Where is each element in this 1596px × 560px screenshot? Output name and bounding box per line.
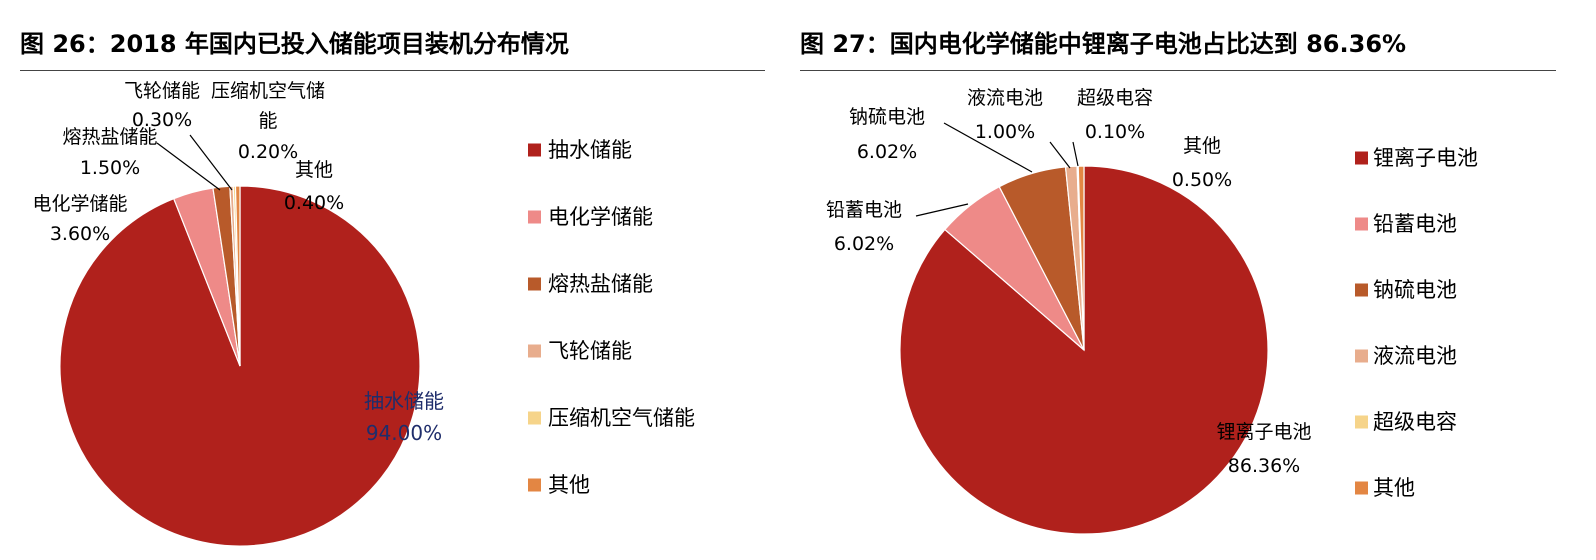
leader-line	[1072, 141, 1079, 167]
pie-label-category: 钠硫电池	[849, 106, 925, 128]
legend-item: 熔热盐储能	[528, 272, 653, 296]
figure-27-panel: 图 27：国内电化学储能中锂离子电池占比达到 86.36% 锂离子电池 86.36…	[800, 0, 1596, 560]
leader-line	[189, 134, 233, 191]
pie-label-3: 熔热盐储能 1.50%	[62, 126, 221, 191]
legend-swatch	[1355, 151, 1368, 165]
pie-slice-6	[1077, 165, 1085, 351]
pie-slices	[59, 185, 421, 547]
pie-label-2: 铅蓄电池 6.02%	[826, 199, 969, 255]
pie-label-category: 压缩机空气储	[211, 80, 325, 102]
legend-label: 铅蓄电池	[1373, 212, 1457, 236]
pie-label-4: 飞轮储能 0.30%	[124, 80, 233, 191]
pie-label-value: 0.50%	[1172, 169, 1232, 191]
legend-label: 超级电容	[1373, 410, 1457, 434]
pie-label-1: 锂离子电池 86.36%	[1216, 421, 1311, 477]
leader-line	[156, 142, 221, 191]
figure-27-title-rule	[800, 70, 1556, 71]
legend-swatch	[528, 478, 541, 492]
legend-swatch	[1355, 217, 1368, 231]
legend-swatch	[1355, 415, 1368, 429]
pie-label-category: 飞轮储能	[124, 80, 200, 102]
leader-line	[943, 122, 1033, 173]
legend-item: 锂离子电池	[1355, 146, 1478, 170]
pie-label-category: 锂离子电池	[1216, 421, 1311, 443]
legend-swatch	[528, 277, 541, 291]
pie-label-value: 3.60%	[50, 223, 110, 245]
pie-label-3: 钠硫电池 6.02%	[849, 106, 1033, 173]
legend-item: 钠硫电池	[1355, 278, 1457, 302]
pie-label-category: 熔热盐储能	[62, 126, 157, 148]
figure-26-title: 图 26：2018 年国内已投入储能项目装机分布情况	[20, 30, 569, 58]
legend-item: 铅蓄电池	[1355, 212, 1457, 236]
pie-label-category: 铅蓄电池	[826, 199, 902, 221]
legend-label: 熔热盐储能	[548, 272, 653, 296]
leader-line	[915, 203, 969, 217]
legend-label: 抽水储能	[548, 138, 632, 162]
legend-swatch	[1355, 349, 1368, 363]
legend-item: 抽水储能	[528, 138, 632, 162]
pie-label-6: 其他 0.50%	[1172, 135, 1232, 191]
legend-swatch	[1355, 283, 1368, 297]
legend-item: 压缩机空气储能	[528, 406, 695, 430]
pie-label-value: 6.02%	[834, 233, 894, 255]
pie-label-5: 压缩机空气储能 0.20%	[211, 80, 325, 163]
pie-label-value: 1.50%	[80, 157, 140, 179]
pie-label-value: 94.00%	[366, 421, 442, 445]
legend-swatch	[528, 411, 541, 425]
pie-label-category: 液流电池	[967, 87, 1043, 109]
figure-26-pie-chart: 抽水储能 94.00% 电化学储能 3.60% 熔热盐储能 1.50% 飞轮储能 0.30% 压…	[32, 80, 695, 547]
pie-label-5: 超级电容 0.10%	[1072, 87, 1153, 167]
pie-label-category: 其他	[1183, 135, 1221, 157]
legend-swatch	[528, 344, 541, 358]
legend-swatch	[528, 143, 541, 157]
legend-label: 钠硫电池	[1373, 278, 1457, 302]
pie-label-value: 0.40%	[284, 192, 344, 214]
pie-label-category: 超级电容	[1077, 87, 1153, 109]
legend-label: 锂离子电池	[1373, 146, 1478, 170]
legend-item: 飞轮储能	[528, 339, 632, 363]
pie-slice-6	[234, 185, 241, 367]
pie-label-category: 其他	[295, 159, 333, 181]
legend-item: 超级电容	[1355, 410, 1457, 434]
pie-label-6: 其他 0.40%	[284, 159, 344, 214]
legend-label: 飞轮储能	[548, 339, 632, 363]
legend-label: 液流电池	[1373, 344, 1457, 368]
figure-27-pie-chart: 锂离子电池 86.36% 铅蓄电池 6.02% 钠硫电池 6.02% 液流电池 1.00% 超级…	[826, 87, 1478, 535]
legend-label: 电化学储能	[548, 205, 653, 229]
pie-label-value: 0.20%	[238, 141, 298, 163]
pie-slices	[899, 165, 1269, 535]
pie-label-category: 电化学储能	[32, 193, 127, 215]
pie-label-value: 0.10%	[1085, 121, 1145, 143]
legend-label: 其他	[1373, 476, 1415, 500]
pie-label-category-wrap: 能	[258, 110, 277, 132]
legend-item: 其他	[1355, 476, 1415, 500]
figure-26-panel: 图 26：2018 年国内已投入储能项目装机分布情况 抽水储能 94.00% 电化学…	[0, 0, 790, 560]
pie-label-1: 抽水储能 94.00%	[364, 389, 444, 445]
legend-label: 压缩机空气储能	[548, 406, 695, 430]
pie-label-4: 液流电池 1.00%	[967, 87, 1071, 169]
legend-swatch	[528, 210, 541, 224]
figure-26-title-rule	[20, 70, 765, 71]
pie-label-value: 0.30%	[132, 109, 192, 131]
legend-swatch	[1355, 481, 1368, 495]
figure-27-title: 图 27：国内电化学储能中锂离子电池占比达到 86.36%	[800, 30, 1407, 58]
legend-item: 电化学储能	[528, 205, 653, 229]
legend-item: 其他	[528, 473, 590, 497]
leader-line	[1049, 141, 1071, 169]
pie-label-value: 6.02%	[857, 141, 917, 163]
pie-label-value: 86.36%	[1228, 455, 1300, 477]
legend-item: 液流电池	[1355, 344, 1457, 368]
pie-label-value: 1.00%	[975, 121, 1035, 143]
pie-label-category: 抽水储能	[364, 389, 444, 413]
pie-label-2: 电化学储能 3.60%	[32, 193, 127, 245]
legend-label: 其他	[548, 473, 590, 497]
